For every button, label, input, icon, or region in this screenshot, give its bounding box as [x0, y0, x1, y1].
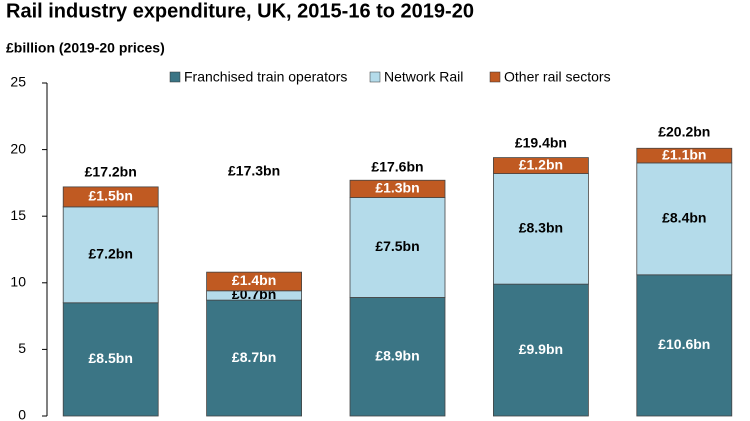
chart-title: Rail industry expenditure, UK, 2015-16 t…: [6, 0, 474, 22]
legend-swatch: [489, 71, 501, 83]
total-label: £17.3bn: [228, 162, 280, 178]
chart-subtitle: £billion (2019-20 prices): [6, 40, 165, 56]
legend-label: Franchised train operators: [184, 69, 347, 85]
segment-label: £8.9bn: [375, 347, 419, 363]
segment-label: £8.3bn: [519, 220, 563, 236]
y-tick-label: 10: [10, 274, 26, 290]
segment-label: £1.2bn: [519, 156, 563, 172]
total-label: £19.4bn: [515, 134, 567, 150]
y-tick-label: 0: [18, 407, 26, 421]
bar-segment: [492, 173, 589, 285]
segment-label: £7.5bn: [375, 238, 419, 254]
y-tick-label: 15: [10, 207, 26, 223]
total-label: £17.6bn: [371, 158, 423, 174]
segment-label: £8.4bn: [662, 210, 706, 226]
bar-segment: [492, 157, 589, 174]
y-tick-label: 25: [10, 74, 26, 90]
bar-segment: [636, 274, 733, 417]
bar-segment: [62, 206, 159, 304]
segment-label: £9.9bn: [519, 341, 563, 357]
y-tick-label: 5: [18, 340, 26, 356]
segment-label: £8.5bn: [89, 350, 133, 366]
segment-label: £8.7bn: [232, 349, 276, 365]
legend-label: Network Rail: [384, 69, 463, 85]
y-tick-label: 20: [10, 140, 26, 156]
segment-label: £7.2bn: [89, 246, 133, 262]
bar-segment: [206, 271, 303, 292]
bar-segment: [349, 197, 446, 298]
legend-swatch: [169, 71, 181, 83]
total-label: £20.2bn: [658, 124, 710, 140]
bar-segment: [62, 186, 159, 208]
segment-label: £1.4bn: [232, 272, 276, 288]
legend-swatch: [369, 71, 381, 83]
bar-segment: [349, 297, 446, 417]
legend-label: Other rail sectors: [504, 69, 611, 85]
segment-label: £1.5bn: [89, 188, 133, 204]
bar-segment: [206, 299, 303, 417]
bar-segment: [349, 179, 446, 198]
segment-label: £10.6bn: [658, 336, 710, 352]
segment-label: £1.1bn: [662, 146, 706, 162]
total-label: £17.2bn: [85, 164, 137, 180]
segment-label: £1.3bn: [375, 180, 419, 196]
bar-segment: [62, 302, 159, 417]
bar-segment: [636, 162, 733, 276]
bar-segment: [636, 147, 733, 164]
